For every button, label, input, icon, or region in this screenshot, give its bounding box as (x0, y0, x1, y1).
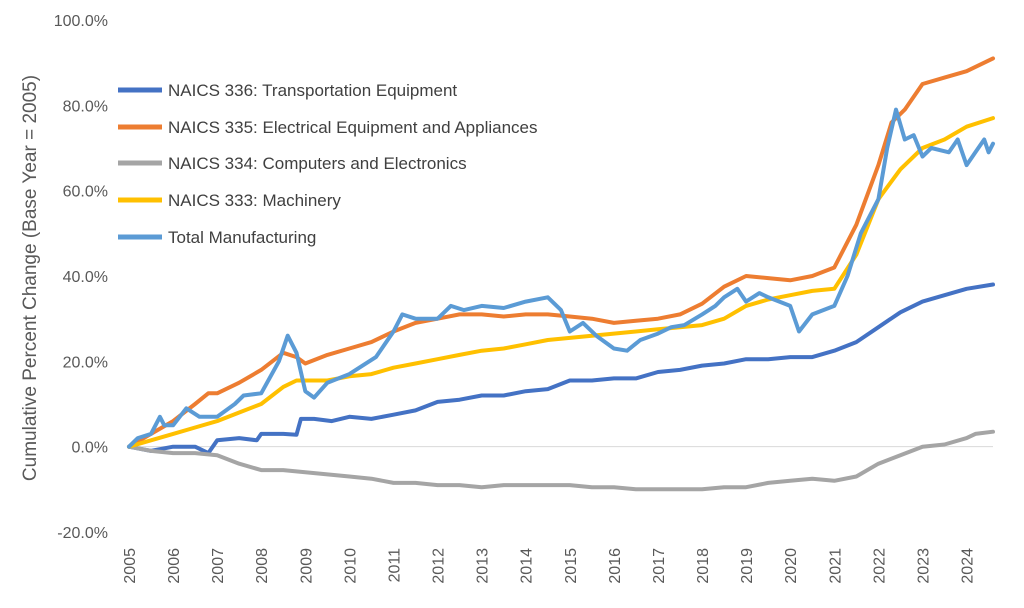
x-tick-label: 2007 (210, 548, 227, 584)
x-tick-label: 2018 (695, 548, 712, 584)
y-tick-label: 0.0% (72, 440, 108, 457)
x-tick-label: 2008 (254, 548, 271, 584)
y-tick-label: 20.0% (63, 354, 108, 371)
x-tick-label: 2011 (386, 548, 403, 583)
series-line-5 (127, 107, 995, 449)
x-tick-label: 2019 (739, 548, 756, 584)
legend-label-5: Total Manufacturing (168, 228, 316, 247)
x-tick-label: 2023 (915, 548, 932, 584)
x-tick-label: 2015 (563, 548, 580, 584)
x-tick-label: 2017 (651, 548, 668, 584)
legend-label-2: NAICS 335: Electrical Equipment and Appl… (168, 118, 537, 137)
legend: NAICS 336: Transportation Equipment NAICS… (118, 81, 537, 247)
x-tick-label: 2013 (475, 548, 492, 584)
series-line-4 (127, 116, 995, 449)
x-axis-ticks: 2005 2006 2007 2008 2009 2010 2011 2012 2013 2014… (122, 548, 977, 584)
x-tick-label: 2014 (519, 548, 536, 584)
y-tick-label: -20.0% (57, 525, 108, 542)
series-line-3 (127, 429, 995, 492)
series-lines (127, 56, 995, 492)
y-tick-label: 80.0% (63, 98, 108, 115)
y-axis-title: Cumulative Percent Change (Base Year = 2… (20, 75, 41, 481)
legend-label-1: NAICS 336: Transportation Equipment (168, 81, 457, 100)
x-tick-label: 2022 (871, 548, 888, 584)
y-axis-ticks: -20.0% 0.0% 20.0% 40.0% 60.0% 80.0% 100.0% (54, 13, 108, 542)
series-line-1 (127, 282, 995, 456)
x-tick-label: 2010 (342, 548, 359, 584)
x-tick-label: 2009 (298, 548, 315, 584)
legend-label-4: NAICS 333: Machinery (168, 191, 341, 210)
x-tick-label: 2012 (431, 548, 448, 584)
series-line-2 (127, 56, 995, 449)
x-tick-label: 2024 (960, 548, 977, 584)
x-tick-label: 2020 (783, 548, 800, 584)
y-tick-label: 60.0% (63, 184, 108, 201)
x-tick-label: 2016 (607, 548, 624, 584)
legend-label-3: NAICS 334: Computers and Electronics (168, 154, 467, 173)
y-tick-label: 40.0% (63, 269, 108, 286)
x-tick-label: 2006 (166, 548, 183, 584)
y-tick-label: 100.0% (54, 13, 108, 30)
x-tick-label: 2021 (827, 548, 844, 584)
x-tick-label: 2005 (122, 548, 139, 584)
